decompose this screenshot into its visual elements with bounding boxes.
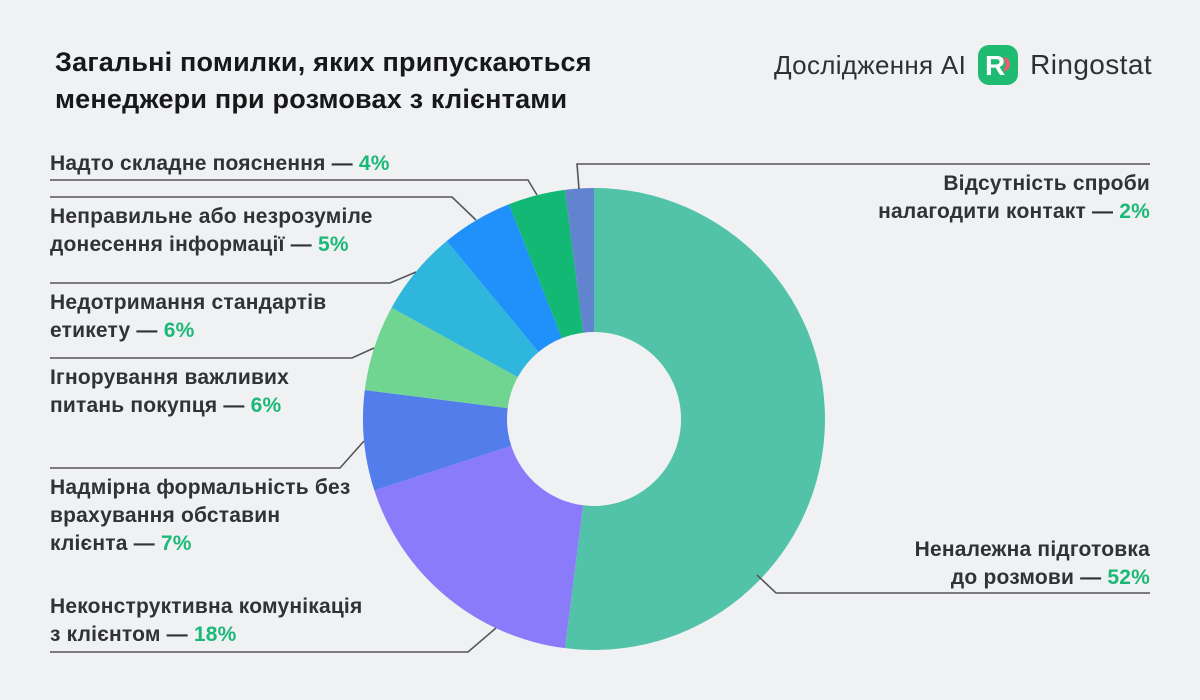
callout-text: до розмови — bbox=[950, 566, 1102, 589]
callout-excessive-formality: Надмірна формальність без врахування обс… bbox=[50, 474, 351, 558]
callout-text: налагодити контакт — bbox=[878, 200, 1114, 223]
svg-text:R: R bbox=[985, 50, 1005, 81]
callout-line: Неконструктивна комунікація bbox=[50, 593, 362, 621]
callout-etiquette-standards: Недотримання стандартів етикету — 6% bbox=[50, 289, 326, 345]
callout-nonconstructive-communication: Неконструктивна комунікація з клієнтом —… bbox=[50, 593, 362, 649]
leader-line-etiquette-standards bbox=[50, 271, 417, 284]
page-title-line1: Загальні помилки, яких припускаються bbox=[55, 47, 592, 77]
callout-line: Відсутність спроби bbox=[878, 170, 1150, 198]
callout-line: Надто складне пояснення — 4% bbox=[50, 150, 390, 178]
callout-incorrect-unclear-information: Неправильне або незрозуміле донесення ін… bbox=[50, 203, 373, 259]
leader-line-ignoring-buyer-questions bbox=[50, 347, 375, 359]
callout-text: з клієнтом — bbox=[50, 623, 188, 646]
donut-segment-excessive-formality bbox=[363, 390, 512, 491]
callout-ignoring-buyer-questions: Ігнорування важливих питань покупця — 6% bbox=[50, 364, 289, 420]
page-title-line2: менеджери при розмовах з клієнтами bbox=[55, 84, 568, 114]
callout-line: Недотримання стандартів bbox=[50, 289, 326, 317]
callout-line: етикету — 6% bbox=[50, 317, 326, 345]
callout-percent: 52% bbox=[1107, 566, 1150, 589]
callout-text: Надто складне пояснення — bbox=[50, 152, 353, 175]
donut-segment-improper-preparation bbox=[565, 188, 825, 650]
callout-percent: 7% bbox=[160, 532, 192, 555]
ringostat-logo-icon: R bbox=[978, 45, 1019, 85]
callout-line: Ігнорування важливих bbox=[50, 364, 289, 392]
donut-segment-no-contact-attempt bbox=[565, 188, 594, 333]
donut-segment-nonconstructive-communication bbox=[374, 445, 584, 649]
leader-line-too-complex-explanation bbox=[50, 179, 538, 196]
callout-percent: 6% bbox=[250, 394, 282, 417]
header-branding: Дослідження AI R Ringostat bbox=[774, 45, 1152, 85]
donut-segments bbox=[363, 188, 825, 650]
callout-percent: 5% bbox=[317, 233, 349, 256]
callout-line: питань покупця — 6% bbox=[50, 392, 289, 420]
leader-line-nonconstructive-communication bbox=[50, 627, 497, 653]
callout-text: Відсутність спроби bbox=[943, 172, 1150, 195]
callout-improper-preparation: Неналежна підготовка до розмови — 52% bbox=[915, 536, 1150, 592]
callout-line: врахування обставин bbox=[50, 502, 351, 530]
callout-text: Неправильне або незрозуміле bbox=[50, 205, 373, 228]
callout-percent: 2% bbox=[1119, 200, 1150, 223]
callout-line: налагодити контакт — 2% bbox=[878, 198, 1150, 226]
leader-line-excessive-formality bbox=[50, 440, 365, 469]
donut-segment-etiquette-standards bbox=[391, 241, 539, 378]
leader-line-incorrect-unclear-information bbox=[50, 196, 477, 221]
callout-line: Неналежна підготовка bbox=[915, 536, 1150, 564]
callout-text: Неконструктивна комунікація bbox=[50, 595, 363, 618]
callout-text: Недотримання стандартів bbox=[50, 291, 327, 314]
callout-too-complex-explanation: Надто складне пояснення — 4% bbox=[50, 150, 390, 178]
callout-text: питань покупця — bbox=[50, 394, 245, 417]
leader-line-no-contact-attempt bbox=[576, 163, 1150, 190]
leader-lines bbox=[50, 163, 1150, 653]
callout-text: етикету — bbox=[50, 319, 158, 342]
callout-text: Ігнорування важливих bbox=[50, 366, 290, 389]
brand-name: Ringostat bbox=[1030, 49, 1152, 80]
research-label: Дослідження AI bbox=[773, 49, 967, 80]
donut-segment-incorrect-unclear-information bbox=[446, 204, 562, 352]
leader-line-improper-preparation bbox=[756, 574, 1150, 594]
callout-text: донесення інформації — bbox=[50, 233, 312, 256]
callout-percent: 6% bbox=[163, 319, 195, 342]
callout-percent: 18% bbox=[193, 623, 237, 646]
callout-line: клієнта — 7% bbox=[50, 530, 351, 558]
callout-percent: 4% bbox=[358, 152, 390, 175]
page-title: Загальні помилки, яких припускаються мен… bbox=[55, 44, 592, 118]
callout-text: врахування обставин bbox=[50, 504, 281, 527]
donut-segment-too-complex-explanation bbox=[508, 189, 584, 339]
callout-line: Надмірна формальність без bbox=[50, 474, 351, 502]
callout-text: клієнта — bbox=[50, 532, 155, 555]
donut-segment-ignoring-buyer-questions bbox=[364, 307, 518, 409]
callout-line: з клієнтом — 18% bbox=[50, 621, 362, 649]
callout-line: до розмови — 52% bbox=[915, 564, 1150, 592]
callout-line: донесення інформації — 5% bbox=[50, 231, 373, 259]
callout-text: Надмірна формальність без bbox=[50, 476, 351, 499]
callout-no-contact-attempt: Відсутність спроби налагодити контакт — … bbox=[878, 170, 1150, 226]
callout-text: Неналежна підготовка bbox=[914, 538, 1150, 561]
callout-line: Неправильне або незрозуміле bbox=[50, 203, 373, 231]
